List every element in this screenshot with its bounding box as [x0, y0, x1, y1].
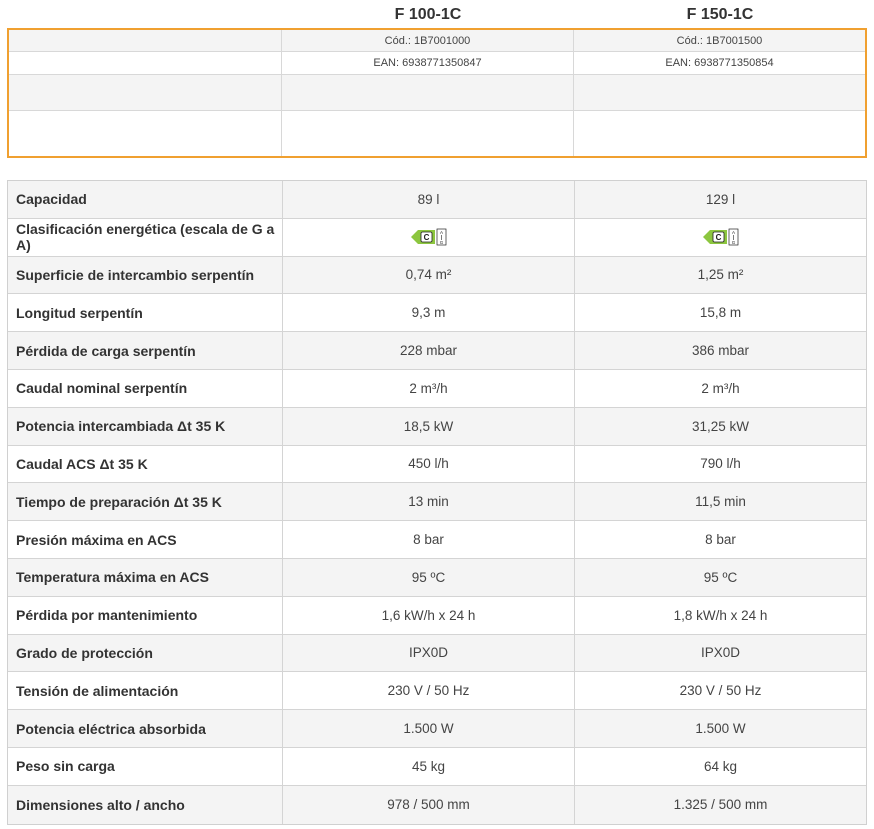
spec-row: Peso sin carga 45 kg 64 kg	[8, 747, 866, 786]
spec-row: Capacidad 89 l 129 l	[8, 181, 866, 219]
model-ean-label-cell	[9, 52, 282, 74]
spec-value-2: 1,8 kW/h x 24 h	[673, 607, 768, 623]
energy-scale-bottom: G	[731, 240, 735, 245]
model-ean-1: EAN: 6938771350847	[282, 52, 574, 74]
spec-value-2: 1,25 m²	[697, 267, 744, 283]
spec-table: Capacidad 89 l 129 l Clasificación energéti…	[7, 180, 867, 825]
spec-label: Potencia eléctrica absorbida	[8, 710, 283, 747]
model-name-2: F 150-1C	[686, 6, 754, 23]
spec-value-2: 8 bar	[705, 532, 736, 548]
spec-value-1: IPX0D	[283, 634, 575, 672]
spec-value-1: 45 kg	[283, 747, 575, 785]
model-code-label-cell	[9, 30, 282, 51]
spec-row: Caudal nominal serpentín 2 m³/h 2 m³/h	[8, 369, 866, 408]
spec-value-2: 1.325 / 500 mm	[673, 797, 768, 813]
spec-row: Longitud serpentín 9,3 m 15,8 m	[8, 294, 866, 333]
model-ean-2: EAN: 6938771350854	[665, 57, 774, 69]
spec-label: Dimensiones alto / ancho	[8, 785, 283, 824]
spec-row: Superficie de intercambio serpentín 0,74 …	[8, 256, 866, 295]
empty-cell	[282, 111, 574, 156]
spec-value-2: 386 mbar	[691, 343, 750, 359]
empty-cell	[282, 75, 574, 110]
spec-value-2: 15,8 m	[699, 305, 742, 321]
spec-row: Caudal ACS Δt 35 K 450 l/h 790 l/h	[8, 445, 866, 484]
spec-label: Peso sin carga	[8, 747, 283, 785]
model-info-box: Cód.: 1B7001000 Cód.: 1B7001500 EAN: 693…	[7, 28, 867, 158]
spec-value-1: 0,74 m²	[283, 256, 575, 294]
energy-scale-top: A	[439, 230, 442, 235]
spec-row: Temperatura máxima en ACS 95 ºC 95 ºC	[8, 558, 866, 597]
model-empty-row-2	[9, 111, 865, 156]
spec-value-2: 2 m³/h	[701, 380, 740, 396]
spec-value-2: 31,25 kW	[691, 418, 750, 434]
spec-value-1: 95 ºC	[283, 558, 575, 596]
spec-value-2: 64 kg	[703, 758, 738, 774]
spec-value-1: 450 l/h	[283, 445, 575, 483]
spec-row: Potencia eléctrica absorbida 1.500 W 1.500…	[8, 710, 866, 748]
model-code-2: Cód.: 1B7001500	[676, 34, 763, 47]
spec-label: Capacidad	[8, 181, 283, 218]
spec-value-1: 1,6 kW/h x 24 h	[283, 596, 575, 634]
spec-label: Grado de protección	[8, 634, 283, 672]
model-code-row: Cód.: 1B7001000 Cód.: 1B7001500	[9, 30, 865, 52]
spec-label: Temperatura máxima en ACS	[8, 558, 283, 596]
energy-scale-bottom: G	[439, 240, 443, 245]
spec-label: Tensión de alimentación	[8, 672, 283, 710]
spec-value-2: 1.500 W	[695, 721, 746, 737]
spec-value-2: 790 l/h	[700, 456, 741, 472]
energy-class-text: C	[423, 233, 429, 242]
spec-row: Dimensiones alto / ancho 978 / 500 mm 1.32…	[8, 785, 866, 824]
empty-cell	[574, 75, 865, 110]
spec-label: Caudal nominal serpentín	[8, 369, 283, 407]
spec-label: Superficie de intercambio serpentín	[8, 256, 283, 294]
spec-label: Pérdida de carga serpentín	[8, 332, 283, 369]
spec-label: Clasificación energética (escala de G a …	[8, 218, 283, 256]
spec-label: Pérdida por mantenimiento	[8, 596, 283, 634]
spec-value-1: 2 m³/h	[283, 369, 575, 407]
model-code-1: Cód.: 1B7001000	[282, 30, 574, 51]
energy-class-text: C	[715, 233, 721, 242]
empty-cell	[9, 111, 282, 156]
spec-value-1: 18,5 kW	[283, 407, 575, 445]
empty-cell	[574, 111, 865, 156]
spec-value-1: 228 mbar	[283, 332, 575, 369]
spec-label: Potencia intercambiada Δt 35 K	[8, 407, 283, 445]
spec-value-1: 8 bar	[283, 521, 575, 558]
spec-row: Tensión de alimentación 230 V / 50 Hz 230 …	[8, 672, 866, 711]
energy-scale-top: A	[731, 230, 734, 235]
spec-label: Caudal ACS Δt 35 K	[8, 445, 283, 483]
model-empty-row-1	[9, 75, 865, 111]
column-headers: F 100-1C F 150-1C	[0, 0, 874, 28]
spec-value-1: 89 l	[283, 181, 575, 218]
spec-value-1: 230 V / 50 Hz	[283, 672, 575, 710]
spec-label: Tiempo de preparación Δt 35 K	[8, 483, 283, 521]
spec-row: Pérdida por mantenimiento 1,6 kW/h x 24 h…	[8, 596, 866, 635]
empty-cell	[9, 75, 282, 110]
spec-value-1: 978 / 500 mm	[283, 785, 575, 824]
spec-value-2: 95 ºC	[703, 569, 738, 585]
spec-row: Pérdida de carga serpentín 228 mbar 386 mb…	[8, 332, 866, 370]
spec-row: Tiempo de preparación Δt 35 K 13 min 11,5 …	[8, 483, 866, 522]
spec-row: Clasificación energética (escala de G a …	[8, 218, 866, 257]
spec-label: Longitud serpentín	[8, 294, 283, 332]
spec-value-2: 230 V / 50 Hz	[679, 683, 762, 699]
spec-row: Presión máxima en ACS 8 bar 8 bar	[8, 521, 866, 559]
model-ean-row: EAN: 6938771350847 EAN: 6938771350854	[9, 52, 865, 75]
spec-value-1: 1.500 W	[283, 710, 575, 747]
model-name-1: F 100-1C	[394, 6, 462, 23]
spec-value-2: IPX0D	[700, 645, 741, 661]
spec-row: Potencia intercambiada Δt 35 K 18,5 kW 31,…	[8, 407, 866, 446]
spec-value-2: 11,5 min	[695, 494, 746, 510]
spec-value-1: 13 min	[283, 483, 575, 521]
spec-value-1: 9,3 m	[283, 294, 575, 332]
spec-value-2: 129 l	[705, 191, 736, 207]
spec-row: Grado de protección IPX0D IPX0D	[8, 634, 866, 673]
spec-label: Presión máxima en ACS	[8, 521, 283, 558]
